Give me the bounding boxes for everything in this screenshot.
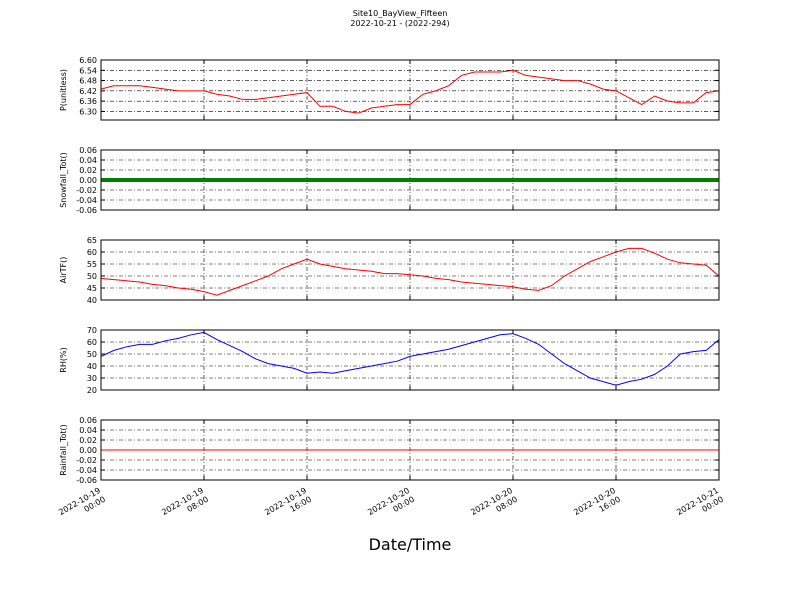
y-tick-label: 6.36: [79, 97, 97, 106]
y-tick-label: 50: [87, 272, 97, 281]
subtitle: 2022-10-21 - (2022-294): [350, 19, 449, 28]
y-tick-label: -0.06: [76, 476, 97, 485]
y-tick-label: 0.00: [79, 176, 97, 185]
y-tick-label: -0.06: [76, 206, 97, 215]
x-tick-label: 2022-10-20 00:00: [366, 486, 416, 526]
y-tick-label: 20: [87, 386, 97, 395]
x-tick-label: 2022-10-20 16:00: [572, 486, 622, 526]
y-tick-label: 0.04: [79, 156, 97, 165]
plot-frame: [100, 239, 720, 301]
y-tick-label: -0.02: [76, 186, 97, 195]
y-axis-label: RH(%): [59, 347, 68, 372]
y-tick-label: 45: [87, 284, 97, 293]
y-tick-label: 0.00: [79, 446, 97, 455]
plot-frame: [100, 59, 720, 121]
y-tick-label: 60: [87, 338, 97, 347]
y-tick-label: 0.02: [79, 436, 97, 445]
y-tick-label: 65: [87, 236, 97, 245]
y-tick-label: 60: [87, 248, 97, 257]
y-tick-label: 0.06: [79, 416, 97, 425]
plot-frame: [100, 149, 720, 211]
y-tick-label: 40: [87, 362, 97, 371]
x-tick-label: 2022-10-19 16:00: [263, 486, 313, 526]
y-tick-label: 55: [87, 260, 97, 269]
y-tick-label: 0.04: [79, 426, 97, 435]
y-tick-label: 0.06: [79, 146, 97, 155]
y-tick-label: 6.54: [79, 66, 97, 75]
y-axis-label: Snowfall_Tot(): [59, 152, 68, 208]
data-line: [100, 69, 720, 114]
title: Site10_BayView_Fifteen: [353, 9, 448, 18]
plot-frame: [100, 329, 720, 391]
y-axis-label: AirTF(): [59, 257, 68, 284]
y-tick-label: 50: [87, 350, 97, 359]
x-axis-label: Date/Time: [369, 535, 452, 554]
y-tick-label: 0.02: [79, 166, 97, 175]
data-line: [100, 247, 720, 296]
y-tick-label: 40: [87, 296, 97, 305]
y-tick-label: 6.30: [79, 107, 97, 116]
y-tick-label: -0.04: [76, 196, 97, 205]
x-tick-label: 2022-10-20 08:00: [469, 486, 519, 526]
y-tick-label: 30: [87, 374, 97, 383]
y-tick-label: 6.42: [79, 87, 97, 96]
y-axis-label: Rainfall_Tot(): [59, 424, 68, 476]
y-tick-label: -0.02: [76, 456, 97, 465]
y-tick-label: 70: [87, 326, 97, 335]
x-tick-label: 2022-10-19 08:00: [160, 486, 210, 526]
y-axis-label: P(unitless): [59, 69, 68, 111]
y-tick-label: 6.60: [79, 56, 97, 65]
data-line: [100, 331, 720, 386]
x-tick-label: 2022-10-21 00:00: [675, 486, 725, 526]
y-tick-label: 6.48: [79, 77, 97, 86]
y-tick-label: -0.04: [76, 466, 97, 475]
plot-frame: [100, 419, 720, 481]
x-tick-label: 2022-10-19 00:00: [57, 486, 107, 526]
